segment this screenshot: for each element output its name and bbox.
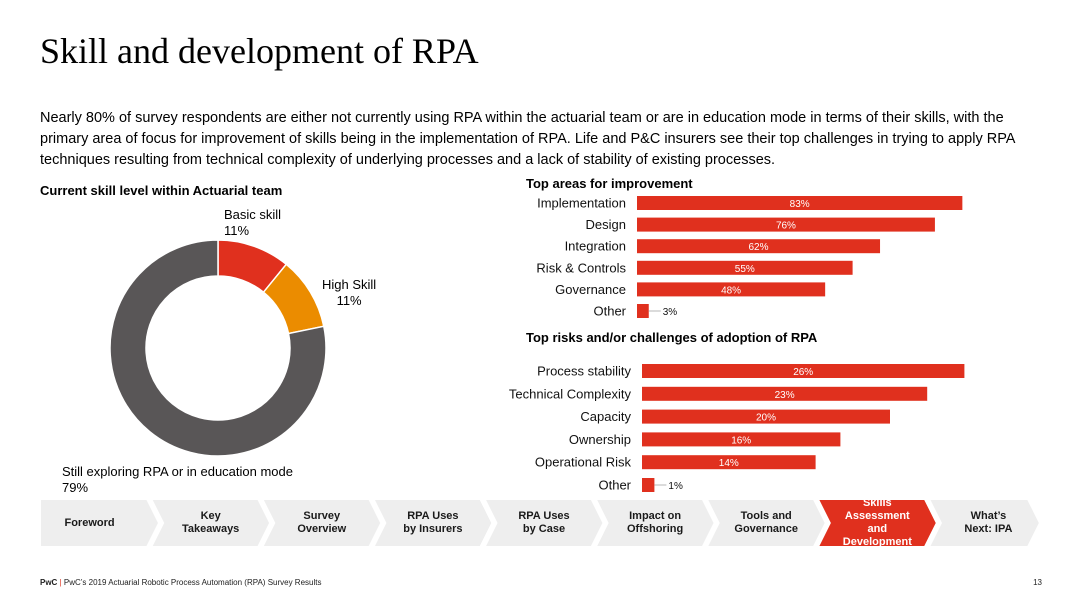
chart2-category-1: Technical Complexity <box>509 386 632 401</box>
donut-label-high: High Skill 11% <box>322 277 377 308</box>
chart1-value-label-5: 3% <box>663 307 678 318</box>
chart1-value-label-0: 83% <box>790 199 810 210</box>
chart1-value-label-2: 62% <box>749 242 769 253</box>
nav-item-3[interactable]: RPA Uses by Insurers <box>403 510 463 535</box>
footer: PwC | PwC’s 2019 Actuarial Robotic Proce… <box>40 578 321 587</box>
nav-chevron-0 <box>39 498 161 548</box>
chart1-bar-1 <box>637 217 935 232</box>
chart1-bar-0 <box>637 196 963 210</box>
chart2-category-4: Operational Risk <box>535 455 632 470</box>
nav-item-8[interactable]: What’s Next: IPA <box>964 510 1013 535</box>
chart1-bar-3 <box>637 260 853 275</box>
chart2-bar-3 <box>642 432 841 447</box>
chart2-value-label-3: 16% <box>731 435 751 446</box>
chart1-bar-4 <box>637 282 826 297</box>
improvement-chart-title: Top areas for improvement <box>526 176 693 191</box>
chart2-bar-1 <box>642 386 928 401</box>
nav-chevron-3 <box>371 498 494 548</box>
chart1-category-4: Governance <box>555 282 626 297</box>
nav-chevron-4 <box>482 498 605 548</box>
chart2-category-3: Ownership <box>569 432 631 447</box>
page-title: Skill and development of RPA <box>40 31 479 71</box>
chart2-category-2: Capacity <box>580 409 631 424</box>
nav-item-5[interactable]: Impact on Offshoring <box>626 510 684 535</box>
chart2-bar-4 <box>642 455 816 470</box>
chart1-category-3: Risk & Controls <box>536 260 626 275</box>
nav-chevron-2 <box>260 498 383 548</box>
donut-label-basic: Basic skill 11% <box>224 207 282 238</box>
donut-chart-title: Current skill level within Actuarial tea… <box>40 183 283 198</box>
chart2-category-5: Other <box>598 478 631 493</box>
nav-chevron-7 <box>816 498 939 548</box>
chart2-bar-2 <box>642 409 890 424</box>
footer-separator: | <box>59 578 62 587</box>
chart2-value-label-5: 1% <box>668 481 683 492</box>
nav-item-2[interactable]: Survey Overview <box>297 510 347 535</box>
chart2-value-label-1: 23% <box>775 390 795 401</box>
intro-paragraph: Nearly 80% of survey respondents are eit… <box>40 110 1015 168</box>
section-nav-shapes <box>39 498 1042 548</box>
donut-slice-2 <box>109 239 327 457</box>
chart1-value-label-4: 48% <box>721 285 741 296</box>
chart1-bar-5 <box>637 304 649 318</box>
chart2-category-0: Process stability <box>537 364 631 379</box>
nav-chevron-6 <box>705 498 827 548</box>
chart1-value-label-1: 76% <box>776 221 796 232</box>
footer-brand: PwC <box>40 578 58 587</box>
chart2-bar-0 <box>642 364 965 378</box>
nav-chevron-8 <box>927 498 1042 548</box>
chart2-value-label-4: 14% <box>719 458 739 469</box>
donut-label-exploring: Still exploring RPA or in education mode… <box>62 464 293 495</box>
nav-item-1[interactable]: Key Takeaways <box>182 510 240 535</box>
footer-text: PwC’s 2019 Actuarial Robotic Process Aut… <box>63 578 322 587</box>
chart1-value-label-3: 55% <box>735 264 755 275</box>
chart1-category-5: Other <box>593 304 626 319</box>
chart2-value-label-0: 26% <box>793 367 813 378</box>
nav-chevron-5 <box>593 498 716 548</box>
chart2-bar-5 <box>642 478 655 492</box>
nav-chevron-1 <box>149 498 272 548</box>
nav-item-0[interactable]: Foreword <box>64 516 115 529</box>
chart2-value-label-2: 20% <box>756 413 776 424</box>
chart1-category-0: Implementation <box>537 196 626 211</box>
page-number: 13 <box>1033 578 1042 587</box>
chart1-category-1: Design <box>586 217 626 232</box>
risks-chart-title: Top risks and/or challenges of adoption … <box>526 330 818 345</box>
nav-item-6[interactable]: Tools and Governance <box>734 510 798 535</box>
section-nav: Foreword Key Takeaways Survey Overview RPA … <box>39 497 1042 548</box>
chart1-category-2: Integration <box>565 239 626 254</box>
chart1-bar-2 <box>637 239 881 254</box>
nav-item-7[interactable]: Skills Assessment and Development <box>842 497 912 548</box>
nav-item-4[interactable]: RPA Uses by Case <box>518 510 570 535</box>
